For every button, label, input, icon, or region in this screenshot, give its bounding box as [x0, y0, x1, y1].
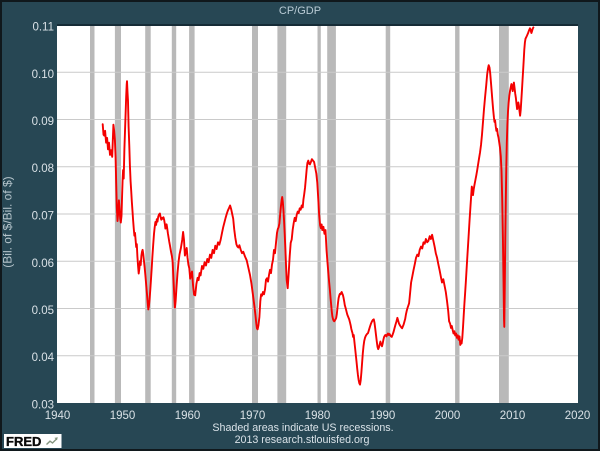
svg-text:0.03: 0.03	[32, 400, 54, 412]
svg-text:0.07: 0.07	[32, 211, 54, 223]
svg-text:FRED: FRED	[6, 434, 41, 449]
svg-text:1950: 1950	[110, 410, 136, 422]
svg-text:CP/GDP: CP/GDP	[279, 5, 321, 17]
svg-text:0.10: 0.10	[32, 69, 54, 81]
svg-text:0.08: 0.08	[32, 163, 54, 175]
svg-text:1970: 1970	[240, 410, 266, 422]
svg-text:2000: 2000	[435, 410, 461, 422]
svg-text:2013 research.stlouisfed.org: 2013 research.stlouisfed.org	[235, 434, 370, 446]
svg-text:1980: 1980	[305, 410, 331, 422]
svg-text:2020: 2020	[565, 410, 591, 422]
svg-text:0.05: 0.05	[32, 305, 54, 317]
svg-text:Shaded areas indicate US reces: Shaded areas indicate US recessions.	[212, 422, 393, 434]
svg-text:1990: 1990	[370, 410, 396, 422]
svg-text:0.09: 0.09	[32, 116, 54, 128]
svg-text:0.06: 0.06	[32, 258, 54, 270]
svg-text:0.11: 0.11	[32, 22, 54, 34]
svg-text:1960: 1960	[175, 410, 201, 422]
svg-text:2010: 2010	[500, 410, 526, 422]
svg-text:(Bil. of $/Bil. of $): (Bil. of $/Bil. of $)	[1, 176, 15, 267]
svg-text:1940: 1940	[45, 410, 71, 422]
svg-text:0.04: 0.04	[32, 352, 55, 364]
